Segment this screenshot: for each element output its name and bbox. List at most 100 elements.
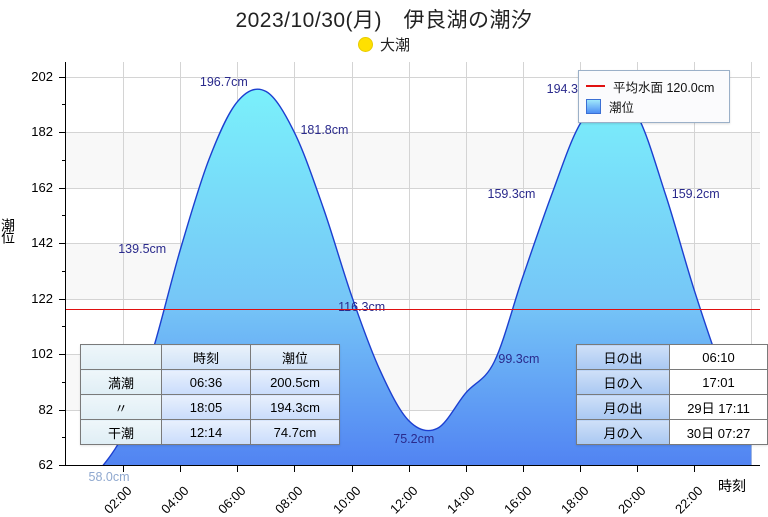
data-point-label: 181.8cm <box>300 122 349 137</box>
y-tick-label: 82 <box>38 401 53 417</box>
x-axis-line <box>65 465 760 466</box>
y-tick-major <box>59 76 66 78</box>
data-point-label: 196.7cm <box>199 75 248 90</box>
mean-water-line <box>66 309 760 310</box>
data-point-label: 116.3cm <box>338 300 386 315</box>
gridline-h <box>66 354 760 356</box>
data-point-label: 99.3cm <box>498 351 540 366</box>
y-tick-major <box>59 243 66 245</box>
y-tick-minor <box>62 381 66 383</box>
table-header-row: 時刻 潮位 <box>80 344 340 370</box>
tide-dot-icon <box>357 37 373 52</box>
cell-value: 06:36 <box>161 369 251 395</box>
cell-value: 06:10 <box>669 344 768 370</box>
cell-value: 194.3cm <box>250 394 340 420</box>
gridline-h <box>66 187 760 189</box>
y-tick-major <box>59 465 66 466</box>
y-axis-line <box>65 62 66 466</box>
legend-mean-label: 平均水面 120.0cm <box>613 80 715 95</box>
legend-item-series: 潮位 <box>586 96 722 116</box>
x-tick <box>694 466 696 472</box>
row-label: 干潮 <box>80 419 162 445</box>
gridline-v <box>465 62 467 465</box>
row-label: 日の入 <box>575 369 671 395</box>
sun-moon-table: 日の出 06:10 日の入 17:01 月の出 29日 17:11 月の入 30日 07:27 <box>575 344 768 445</box>
x-tick <box>408 466 410 472</box>
gridline-v <box>522 62 524 465</box>
cell-value: 29日 17:11 <box>669 394 768 420</box>
y-tick-label: 162 <box>31 179 53 195</box>
series-swatch-icon <box>586 98 601 114</box>
table-row: 月の出 29日 17:11 <box>575 394 768 420</box>
y-tick-minor <box>62 104 66 106</box>
y-tick-major <box>59 132 66 134</box>
table-row: 満潮 06:36 200.5cm <box>80 369 340 395</box>
gridline-v <box>351 62 353 465</box>
y-tick-label: 182 <box>31 124 53 140</box>
y-tick-major <box>59 187 66 189</box>
cell-value: 30日 07:27 <box>669 419 768 445</box>
row-label: 日の出 <box>575 344 671 370</box>
column-header: 潮位 <box>250 344 340 370</box>
gridline-v <box>751 62 753 465</box>
cell-value: 18:05 <box>161 394 251 420</box>
y-tick-label: 62 <box>38 457 53 472</box>
row-label: 〃 <box>80 394 162 420</box>
cell-value: 200.5cm <box>250 369 340 395</box>
column-header <box>80 344 162 370</box>
gridline-h <box>66 132 760 134</box>
cell-value: 17:01 <box>669 369 768 395</box>
gridline-h <box>66 298 760 300</box>
x-tick <box>465 466 467 472</box>
x-tick <box>522 466 524 472</box>
table-row: 日の出 06:10 <box>575 344 768 370</box>
y-tick-minor <box>62 326 66 328</box>
cell-value: 74.7cm <box>250 419 340 445</box>
x-tick <box>180 466 182 472</box>
y-axis-title: 潮位 <box>0 218 16 242</box>
gridline-h <box>66 409 760 411</box>
chart-legend[interactable]: 平均水面 120.0cm 潮位 <box>578 70 730 123</box>
table-row: 月の入 30日 07:27 <box>575 419 768 445</box>
y-tick-minor <box>62 437 66 439</box>
y-tick-label: 102 <box>31 346 53 362</box>
data-point-label: 159.2cm <box>671 187 720 202</box>
legend-item-mean: 平均水面 120.0cm <box>586 76 722 96</box>
y-tick-label: 122 <box>31 290 53 306</box>
y-tick-minor <box>62 159 66 161</box>
gridline-v <box>408 62 410 465</box>
y-tick-minor <box>62 215 66 217</box>
tide-type-label: 大潮 <box>379 37 410 54</box>
row-label: 満潮 <box>80 369 162 395</box>
y-tick-major <box>59 298 66 300</box>
y-tick-major <box>59 354 66 356</box>
row-label: 月の入 <box>575 419 671 445</box>
x-tick <box>580 466 582 472</box>
x-tick <box>237 466 239 472</box>
data-point-label: 159.3cm <box>487 187 536 202</box>
tide-type-row: 大潮 <box>0 34 768 55</box>
data-point-label: 75.2cm <box>393 432 435 447</box>
x-tick <box>123 466 125 472</box>
x-axis-title: 時刻 <box>718 478 746 494</box>
mean-line-icon <box>586 85 605 87</box>
y-tick-label: 142 <box>31 235 53 251</box>
table-row: 干潮 12:14 74.7cm <box>80 419 340 445</box>
page-title: 2023/10/30(月) 伊良湖の潮汐 <box>235 9 533 32</box>
cell-value: 12:14 <box>161 419 251 445</box>
row-label: 月の出 <box>575 394 671 420</box>
y-tick-label: 202 <box>31 68 53 84</box>
x-tick <box>351 466 353 472</box>
data-point-label: 139.5cm <box>118 242 167 257</box>
tide-times-table: 時刻 潮位 満潮 06:36 200.5cm 〃 18:05 194.3cm 干潮 12:14 74… <box>80 344 340 445</box>
table-row: 日の入 17:01 <box>575 369 768 395</box>
gridline-h <box>66 243 760 245</box>
x-tick <box>294 466 296 472</box>
y-tick-minor <box>62 270 66 272</box>
data-point-label: 58.0cm <box>88 470 130 485</box>
gridline-v <box>123 62 125 465</box>
x-tick <box>637 466 639 472</box>
legend-series-label: 潮位 <box>609 100 635 115</box>
column-header: 時刻 <box>161 344 251 370</box>
gridline-h <box>66 76 760 78</box>
